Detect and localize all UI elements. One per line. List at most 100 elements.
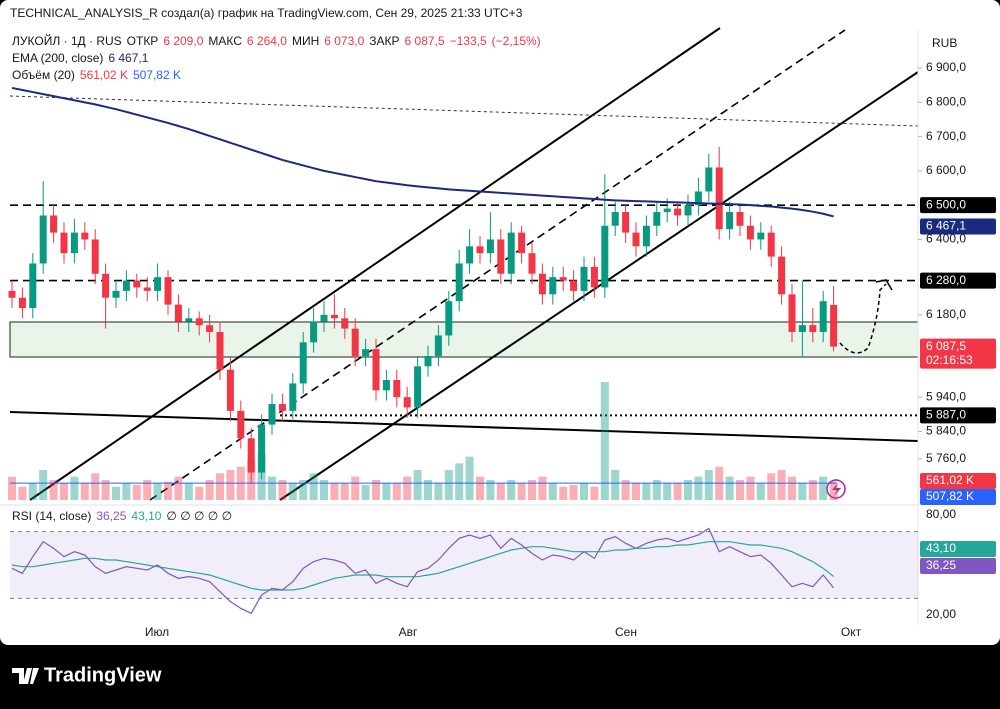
logo-mark	[12, 668, 39, 684]
candle-body	[726, 212, 734, 230]
volume-bar	[590, 486, 599, 500]
candle-body	[434, 335, 442, 357]
candle-body	[60, 232, 68, 254]
volume-bar	[767, 473, 776, 500]
forecast-arrow	[839, 283, 887, 354]
legend-text: МАКС	[208, 34, 242, 48]
candle-body	[351, 328, 359, 357]
y-tick-label: 6 700,0	[926, 129, 966, 143]
rsi-ma-line	[11, 541, 834, 591]
candle-body	[674, 208, 682, 216]
y-tick-label: 5 840,0	[926, 424, 966, 438]
volume-bar	[226, 470, 235, 500]
legend-text: 43,10	[131, 509, 161, 523]
y-tick-label: 6 400,0	[926, 232, 966, 246]
candle-body	[580, 266, 588, 291]
candle-body	[102, 273, 110, 298]
legend-text: 561,02 K	[80, 68, 128, 82]
trend-line-dotted	[9, 95, 919, 127]
volume-bar	[808, 480, 817, 500]
candle-body	[757, 232, 765, 240]
channel-upper	[29, 27, 721, 501]
legend-text: 6 209,0	[163, 34, 203, 48]
legend-text: 6 467,1	[108, 51, 148, 65]
rsi-badge	[920, 558, 996, 574]
volume-bar	[476, 476, 484, 500]
candle-body	[29, 263, 37, 309]
trend-line	[9, 411, 919, 442]
rsi-ma-badge	[920, 541, 996, 557]
volume-bar	[673, 483, 682, 500]
candle-body	[590, 266, 598, 288]
level-badge	[920, 272, 996, 289]
volume-bar	[164, 481, 172, 500]
volume-bar	[507, 480, 516, 500]
candle-body	[455, 263, 463, 302]
y-tick-label: 5 760,0	[926, 451, 966, 465]
volume-bar	[413, 470, 422, 500]
candle-body	[8, 290, 16, 298]
candle-body	[195, 318, 203, 326]
volume-bar	[611, 470, 620, 500]
candle-body	[216, 332, 224, 370]
volume-bar	[288, 483, 297, 500]
candle-body	[601, 225, 609, 288]
candle-body	[424, 356, 432, 367]
legend-text: 36,25	[96, 509, 126, 523]
volume-bar	[143, 480, 152, 500]
candle-body	[39, 215, 47, 264]
support-zone	[9, 321, 919, 358]
rsi-badge-text: 36,25	[926, 558, 956, 572]
volume-bar	[132, 485, 141, 500]
candle-body	[362, 349, 370, 357]
volume-bar	[517, 483, 526, 500]
volume-bar	[403, 476, 412, 500]
candle-body	[809, 325, 817, 333]
volume-bar	[434, 483, 443, 500]
x-tick-label: Сен	[615, 625, 637, 639]
candle-body	[393, 380, 401, 398]
candle-body	[18, 297, 26, 309]
volume-bar	[205, 480, 214, 500]
volume-bar	[330, 483, 339, 500]
legend-text: EMA (200, close)	[12, 51, 103, 65]
candle-body	[632, 232, 640, 247]
x-tick-label: Авг	[399, 625, 418, 639]
volume-bar	[8, 476, 16, 500]
volume-ma-badge-text: 507,82 K	[926, 489, 974, 503]
candle-body	[185, 318, 193, 322]
legend-text: ОТКР	[127, 34, 159, 48]
volume-bar	[70, 476, 79, 500]
volume-bar	[320, 480, 328, 500]
volume-bar	[642, 483, 651, 500]
legend-text: ∅ ∅ ∅ ∅ ∅	[166, 509, 232, 523]
candle-body	[310, 321, 318, 343]
candle-body	[112, 290, 120, 298]
candle-body	[830, 304, 838, 347]
volume-bar	[174, 476, 183, 500]
volume-bar	[798, 483, 807, 500]
volume-bar	[621, 480, 630, 500]
volume-bar	[278, 480, 287, 500]
volume-bar	[309, 473, 318, 500]
candle-body	[258, 424, 266, 473]
volume-bar	[216, 473, 224, 500]
price-badge-text: 6 087,5	[926, 339, 966, 353]
candle-body	[746, 225, 754, 240]
volume-bar	[91, 473, 100, 500]
candle-body	[466, 246, 474, 264]
volume-bar	[694, 476, 703, 500]
candle-body	[50, 215, 58, 233]
candle-body	[133, 280, 141, 288]
volume-bar	[788, 476, 796, 500]
y-tick-label: 5 940,0	[926, 389, 966, 403]
candle-body	[570, 280, 578, 291]
event-icon-bolt	[832, 483, 841, 496]
volume-bar	[465, 456, 474, 500]
logo-text: TradingView	[44, 664, 162, 686]
rsi-ma-badge-text: 43,10	[926, 541, 956, 555]
volume-bar	[184, 483, 193, 500]
candle-body	[538, 273, 546, 295]
candle-body	[414, 366, 422, 408]
volume-bar	[652, 480, 661, 500]
